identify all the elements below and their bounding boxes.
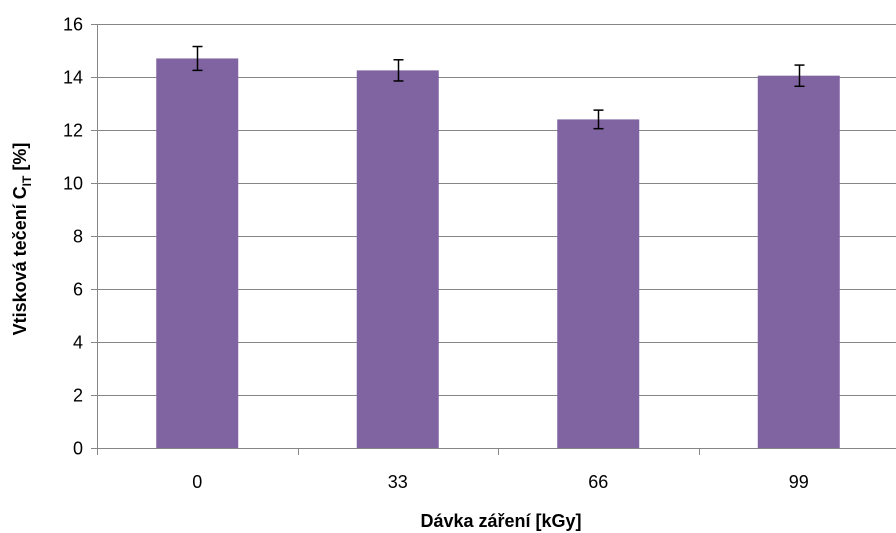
- bar: [156, 58, 239, 448]
- y-axis-title-subscript: IT: [20, 175, 34, 186]
- x-tick-label: 99: [789, 472, 809, 492]
- y-tick-label: 2: [73, 386, 83, 406]
- bar: [757, 75, 840, 449]
- y-tick-label: 16: [63, 15, 83, 35]
- y-tick-label: 14: [63, 68, 83, 88]
- y-tick-label: 10: [63, 174, 83, 194]
- bars: [156, 58, 840, 449]
- y-axis-title-unit: [%]: [10, 143, 30, 176]
- y-tick-label: 0: [73, 439, 83, 459]
- tick-labels: 0 2 4 6 8 10 12 14 16 0 33 66 99: [63, 15, 809, 493]
- axes: [91, 24, 896, 455]
- bar: [557, 119, 640, 449]
- y-tick-label: 8: [73, 227, 83, 247]
- y-tick-label: 12: [63, 121, 83, 141]
- x-tick-label: 33: [388, 472, 408, 492]
- bar: [356, 70, 439, 448]
- y-axis-title: Vtisková tečení CIT [%]: [10, 143, 34, 336]
- y-axis-title-main: Vtisková tečení C: [10, 186, 30, 335]
- y-tick-label: 4: [73, 333, 83, 353]
- y-tick-label: 6: [73, 280, 83, 300]
- x-tick-label: 66: [588, 472, 608, 492]
- x-tick-label: 0: [192, 472, 202, 492]
- error-bars: [192, 45, 805, 130]
- x-axis-title: Dávka záření [kGy]: [420, 511, 581, 531]
